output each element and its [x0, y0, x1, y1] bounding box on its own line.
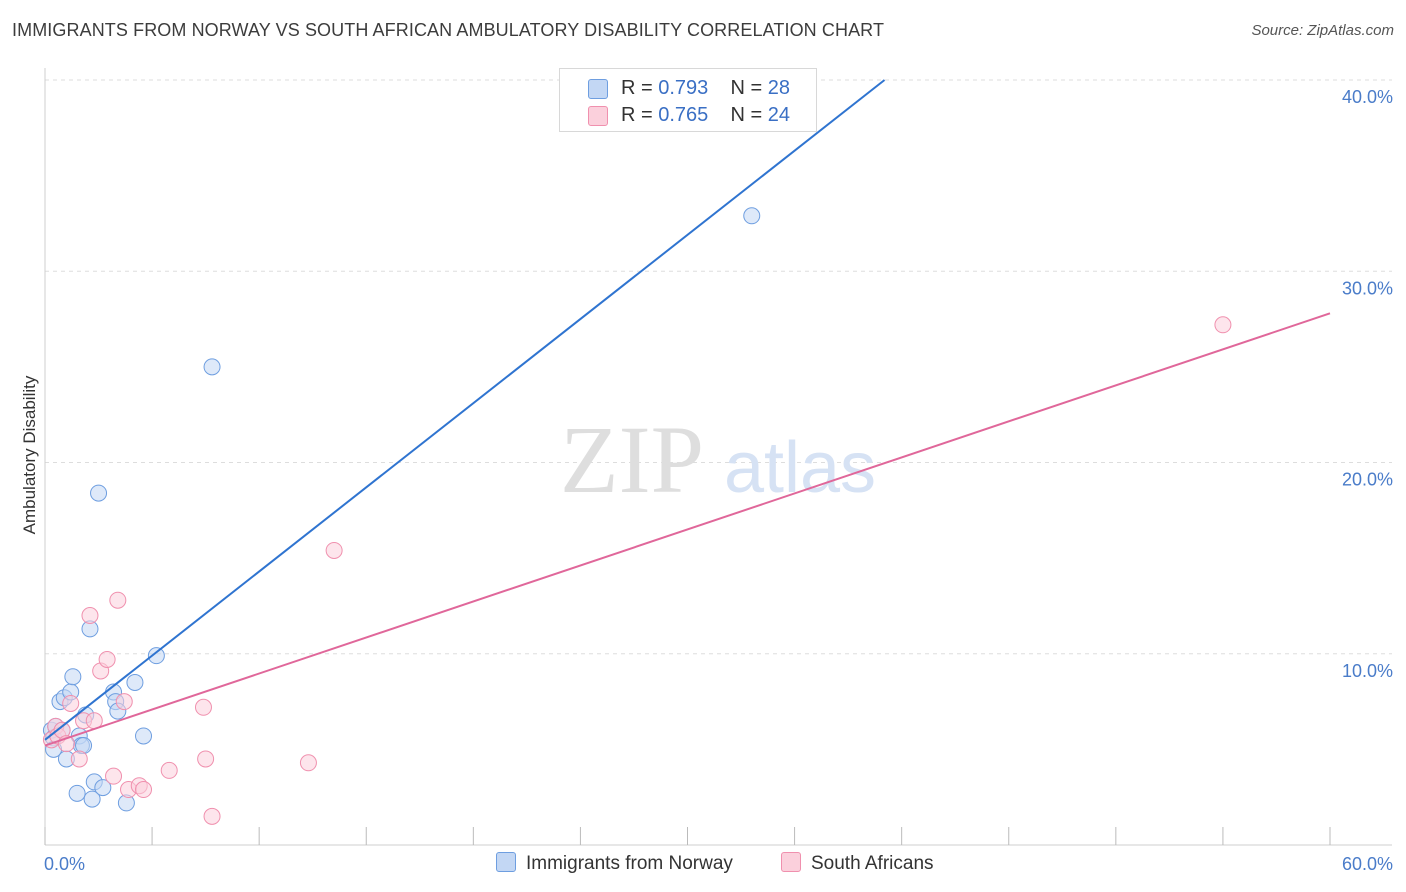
bottom-legend-label-norway: Immigrants from Norway: [526, 853, 733, 874]
point-south-africans-22: [299, 754, 317, 772]
bottom-legend-norway: Immigrants from Norway: [496, 852, 733, 875]
legend-r-label: R =: [621, 77, 659, 99]
watermark: ZIP atlas: [560, 406, 876, 513]
y-tick-label-1: 20.0%: [1342, 470, 1393, 490]
legend-n-label: N =: [730, 104, 768, 126]
y-tick-label-0: 10.0%: [1342, 661, 1393, 681]
x-tick-label-min: 0.0%: [44, 854, 85, 874]
legend-r-value-south-africans: 0.765: [658, 104, 709, 126]
legend-n-value-south-africans: 24: [767, 104, 791, 126]
point-norway-16: [83, 790, 101, 808]
bottom-legend-swatch-pink: [781, 852, 801, 872]
legend-swatch-blue: [588, 79, 608, 99]
point-south-africans-21: [203, 807, 221, 825]
point-norway-24: [126, 673, 144, 691]
legend-n-label: N =: [730, 77, 768, 99]
point-norway-10: [68, 784, 86, 802]
point-south-africans-8: [81, 607, 99, 624]
y-tick-label-3: 40.0%: [1342, 87, 1393, 107]
legend-swatch-pink: [588, 106, 608, 126]
point-norway-26: [147, 647, 165, 665]
point-south-africans-6: [70, 750, 88, 768]
legend: R = 0.793 N = 28 R = 0.765 N = 24: [559, 68, 817, 132]
point-norway-18: [90, 484, 108, 502]
point-south-africans-24: [1214, 316, 1232, 334]
watermark-atlas: atlas: [724, 428, 876, 508]
chart-title: IMMIGRANTS FROM NORWAY VS SOUTH AFRICAN …: [12, 20, 885, 40]
point-norway-28: [743, 207, 761, 225]
grid-lines: [45, 79, 1392, 655]
bottom-legend-south-africans: South Africans: [781, 852, 934, 875]
point-south-africans-13: [109, 591, 127, 609]
trend-line-south-africans: [44, 312, 1331, 747]
point-norway-27: [203, 358, 221, 376]
point-norway-9: [64, 668, 82, 686]
point-norway-25: [135, 727, 153, 745]
point-south-africans-23: [325, 541, 343, 559]
x-tick-label-max: 60.0%: [1342, 854, 1393, 874]
point-south-africans-20: [197, 750, 215, 768]
legend-r-label: R =: [621, 104, 659, 126]
point-south-africans-19: [194, 698, 212, 716]
point-south-africans-12: [105, 767, 123, 785]
point-south-africans-11: [98, 650, 116, 668]
source-label: Source: ZipAtlas.com: [1251, 22, 1394, 39]
legend-n-value-norway: 28: [767, 77, 791, 99]
axes: [44, 68, 1392, 846]
trend-line-norway: [44, 79, 886, 741]
data-points: [42, 207, 1232, 825]
y-tick-label-2: 30.0%: [1342, 278, 1393, 298]
y-axis-label: Ambulatory Disability: [20, 375, 39, 534]
trend-lines: [44, 79, 1331, 747]
point-south-africans-18: [160, 761, 178, 779]
point-norway-19: [94, 779, 112, 797]
tick-labels: 10.0% 20.0% 30.0% 40.0% 0.0% 60.0%: [44, 87, 1393, 874]
bottom-legend-swatch-blue: [496, 852, 516, 872]
point-south-africans-17: [135, 781, 153, 799]
point-south-africans-5: [62, 694, 80, 712]
legend-r-value-norway: 0.793: [658, 77, 709, 99]
bottom-legend-label-south-africans: South Africans: [811, 853, 934, 874]
watermark-zip: ZIP: [560, 406, 704, 513]
point-south-africans-14: [115, 693, 133, 711]
